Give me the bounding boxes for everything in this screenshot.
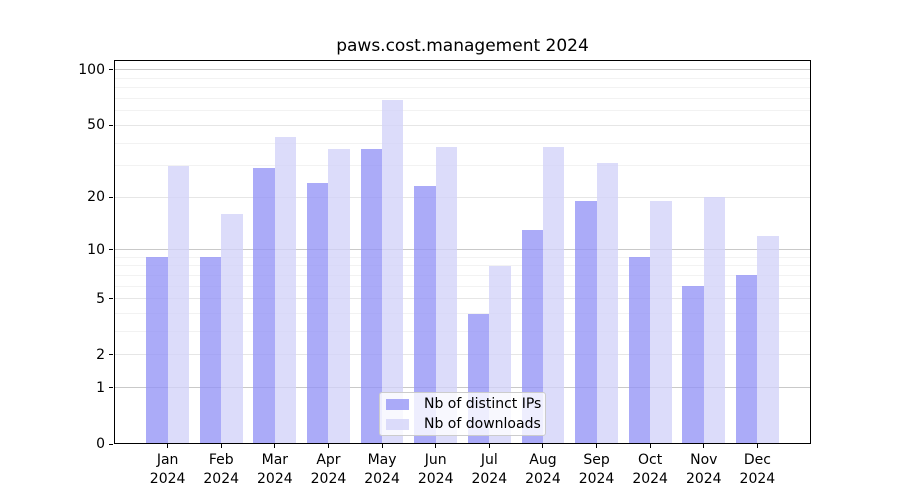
x-tick-label-oct: Oct 2024 [632, 452, 668, 487]
major-gridline [115, 196, 810, 198]
x-tick-label-nov: Nov 2024 [685, 452, 722, 487]
x-tick [756, 444, 758, 448]
x-tick [649, 444, 651, 448]
minor-gridline [115, 98, 810, 100]
minor-gridline [115, 274, 810, 276]
y-tick [109, 196, 113, 198]
x-tick [167, 444, 169, 448]
legend: Nb of distinct IPs Nb of downloads [379, 392, 546, 436]
legend-item-downloads: Nb of downloads [386, 415, 541, 433]
y-tick [109, 249, 113, 251]
minor-gridline [115, 256, 810, 258]
minor-gridline [115, 165, 810, 167]
y-tick-label: 5 [96, 290, 105, 307]
bar-distinct-ips-mar [253, 168, 275, 443]
y-tick [109, 387, 113, 389]
bar-distinct-ips-feb [199, 257, 222, 443]
x-tick [703, 444, 705, 448]
y-tick-label: 50 [87, 117, 105, 134]
minor-gridline [115, 265, 810, 267]
legend-label-distinct-ips: Nb of distinct IPs [424, 396, 542, 412]
x-tick-label-feb: Feb 2024 [203, 452, 240, 487]
x-tick [435, 444, 437, 448]
y-tick [109, 354, 113, 356]
bar-distinct-ips-nov [682, 286, 704, 443]
x-tick [542, 444, 544, 448]
bar-downloads-jun [435, 147, 458, 443]
x-tick [488, 444, 490, 448]
bar-distinct-ips-jan [146, 257, 168, 443]
y-tick [109, 443, 113, 445]
x-tick [220, 444, 222, 448]
bar-distinct-ips-may [360, 149, 383, 443]
bar-distinct-ips-sep [575, 201, 597, 443]
bar-distinct-ips-dec [735, 275, 758, 443]
minor-gridline [115, 331, 810, 333]
bar-downloads-may [382, 99, 404, 443]
legend-label-downloads: Nb of downloads [424, 416, 541, 432]
x-tick-label-dec: Dec 2024 [739, 452, 776, 487]
bar-downloads-nov [703, 197, 726, 443]
legend-swatch-distinct-ips-icon [386, 398, 409, 410]
bar-downloads-sep [596, 163, 618, 443]
bar-downloads-jan [167, 165, 189, 443]
y-tick-label: 20 [87, 189, 105, 206]
y-tick-label: 0 [96, 436, 105, 452]
x-tick [274, 444, 276, 448]
x-tick-label-jan: Jan 2024 [149, 452, 186, 487]
bar-downloads-oct [650, 201, 672, 443]
major-gridline [115, 69, 810, 71]
y-tick-label: 2 [96, 346, 105, 363]
y-tick [109, 69, 113, 71]
minor-gridline [115, 142, 810, 144]
x-tick-label-aug: Aug 2024 [525, 452, 561, 487]
x-tick-label-may: May 2024 [364, 452, 400, 487]
minor-gridline [115, 110, 810, 112]
y-tick [109, 124, 113, 126]
major-gridline [115, 124, 810, 126]
x-tick-label-jul: Jul 2024 [471, 452, 508, 487]
bar-downloads-dec [757, 236, 779, 443]
minor-gridline [115, 313, 810, 315]
x-tick [596, 444, 598, 448]
y-tick [109, 298, 113, 300]
x-tick-label-apr: Apr 2024 [310, 452, 347, 487]
bar-downloads-apr [328, 149, 350, 443]
bar-downloads-mar [274, 137, 297, 443]
bar-downloads-feb [221, 214, 243, 443]
major-gridline [115, 354, 810, 356]
bar-distinct-ips-jun [414, 186, 436, 443]
minor-gridline [115, 77, 810, 79]
y-tick-label: 1 [96, 379, 105, 396]
x-tick-label-sep: Sep 2024 [578, 452, 615, 487]
x-tick [381, 444, 383, 448]
bar-distinct-ips-aug [521, 230, 543, 443]
minor-gridline [115, 87, 810, 89]
y-tick-label: 100 [78, 61, 105, 78]
y-tick-label: 10 [87, 241, 105, 258]
bar-distinct-ips-oct [628, 257, 651, 443]
bar-distinct-ips-apr [307, 183, 329, 443]
x-tick [327, 444, 329, 448]
bar-downloads-aug [542, 147, 565, 443]
minor-gridline [115, 285, 810, 287]
legend-swatch-downloads-icon [386, 418, 409, 430]
x-tick-label-jun: Jun 2024 [417, 452, 454, 487]
plot-area [114, 60, 811, 444]
legend-item-distinct-ips: Nb of distinct IPs [386, 395, 542, 413]
major-gridline [115, 387, 810, 389]
major-gridline [115, 249, 810, 251]
chart-title: paws.cost.management 2024 [336, 36, 589, 56]
x-tick-label-mar: Mar 2024 [257, 452, 293, 487]
major-gridline [115, 298, 810, 300]
